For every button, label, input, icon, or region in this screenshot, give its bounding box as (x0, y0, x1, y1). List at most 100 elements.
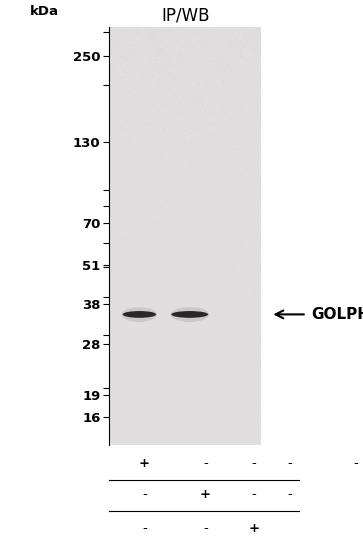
Point (199, 77, 205, 86)
Point (175, 312, 180, 321)
Point (167, 28, 173, 37)
Point (182, 37, 188, 46)
Point (154, 25, 160, 34)
Point (107, 152, 113, 161)
Point (218, 75, 224, 84)
Point (172, 159, 178, 168)
Point (234, 84, 240, 93)
Point (212, 120, 218, 129)
Point (165, 197, 171, 206)
Point (246, 27, 252, 36)
Point (153, 418, 159, 427)
Point (144, 109, 150, 117)
Point (178, 89, 184, 98)
Point (143, 141, 149, 150)
Point (224, 56, 229, 65)
Point (175, 48, 180, 57)
Point (211, 317, 217, 326)
Point (204, 125, 209, 134)
Point (129, 173, 135, 182)
Point (182, 407, 188, 416)
Point (175, 26, 180, 35)
Point (208, 192, 214, 201)
Point (162, 117, 168, 126)
Point (203, 65, 209, 74)
Point (127, 125, 132, 133)
Point (246, 85, 252, 93)
Point (205, 207, 211, 216)
Point (240, 263, 246, 272)
Point (170, 105, 176, 114)
Point (214, 132, 220, 141)
Point (255, 276, 261, 284)
Point (119, 281, 125, 290)
Point (204, 287, 210, 295)
Point (156, 118, 162, 127)
Point (140, 78, 146, 87)
Point (251, 64, 257, 73)
Point (144, 92, 150, 101)
Point (228, 33, 233, 42)
Point (192, 184, 198, 193)
Point (171, 223, 176, 232)
Point (170, 333, 176, 341)
Point (129, 132, 135, 141)
Point (178, 75, 184, 83)
Point (253, 112, 259, 121)
Point (148, 427, 154, 435)
Point (121, 178, 126, 187)
Point (120, 188, 126, 197)
Point (189, 66, 195, 75)
Point (210, 31, 216, 40)
Point (136, 74, 142, 83)
Point (216, 150, 221, 159)
Point (107, 114, 113, 123)
Point (162, 152, 167, 160)
Point (206, 68, 212, 76)
Point (222, 86, 228, 94)
Point (117, 189, 123, 198)
Point (253, 243, 258, 252)
Point (251, 46, 257, 54)
Point (232, 121, 238, 130)
Point (257, 26, 263, 35)
Point (184, 76, 190, 85)
Point (113, 43, 118, 52)
Point (243, 75, 249, 84)
Point (145, 107, 151, 116)
Point (187, 328, 193, 337)
Point (106, 101, 112, 110)
Point (150, 208, 155, 216)
Point (131, 60, 137, 69)
Point (227, 306, 233, 315)
Point (132, 218, 138, 227)
Point (212, 199, 218, 208)
Point (152, 59, 158, 68)
Point (131, 42, 137, 51)
Point (128, 211, 134, 220)
Point (155, 97, 161, 106)
Point (206, 98, 212, 107)
Point (242, 244, 248, 253)
Point (125, 107, 131, 116)
Point (211, 259, 217, 268)
Point (203, 145, 209, 154)
Point (190, 29, 196, 38)
Point (115, 51, 121, 60)
Point (144, 189, 150, 198)
Point (167, 159, 173, 168)
Point (134, 53, 139, 62)
Point (162, 250, 167, 259)
Point (111, 369, 117, 378)
Point (107, 184, 113, 193)
Point (183, 64, 189, 73)
Point (221, 104, 227, 113)
Point (119, 42, 125, 51)
Point (139, 49, 144, 58)
Point (208, 107, 214, 115)
Point (150, 42, 156, 51)
Point (161, 49, 167, 58)
Point (180, 52, 185, 61)
Point (176, 98, 182, 107)
Point (167, 118, 173, 127)
